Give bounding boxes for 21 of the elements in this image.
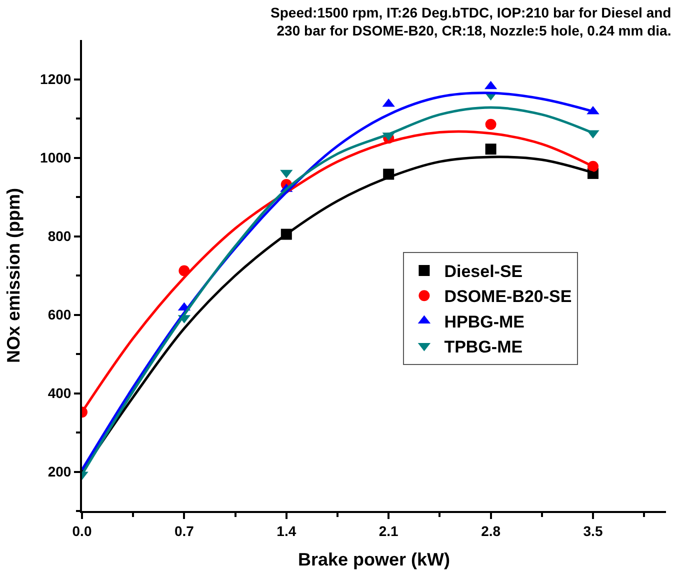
text: 0.0: [72, 522, 92, 539]
x-tick-label: 0.7: [174, 522, 194, 539]
chart-title: Speed:1500 rpm, IT:26 Deg.bTDC, IOP:210 bar for Diesel and 230 bar for DSOME-B20, CR:18, Nozzle:5 hole, 0.24 mm dia.: [270, 4, 672, 39]
y-tick-label: 600: [48, 306, 72, 323]
y-axis-title: NOx emission (ppm): [4, 188, 24, 364]
x-tick-label: 2.8: [481, 522, 501, 539]
legend-label: DSOME-B20-SE: [444, 287, 572, 306]
x-tick-label: 2.1: [378, 522, 399, 539]
y-tick-label: 1200: [40, 71, 72, 88]
y-tick-label: 400: [48, 385, 72, 402]
y-tick-label: 800: [48, 228, 72, 244]
point: [485, 118, 496, 130]
legend-label: Diesel-SE: [444, 262, 523, 282]
y-tick-label: 1000: [40, 150, 72, 166]
x-axis-title: Brake power (kW): [298, 549, 450, 570]
legend-label: HPBG-ME: [444, 312, 524, 332]
y-tick-label: 200: [48, 464, 72, 480]
legend-label: TPBG-ME: [444, 337, 523, 356]
point: [485, 144, 496, 155]
x-tick-label: 1.4: [276, 522, 296, 539]
x-tick-label: 3.5: [583, 522, 603, 539]
